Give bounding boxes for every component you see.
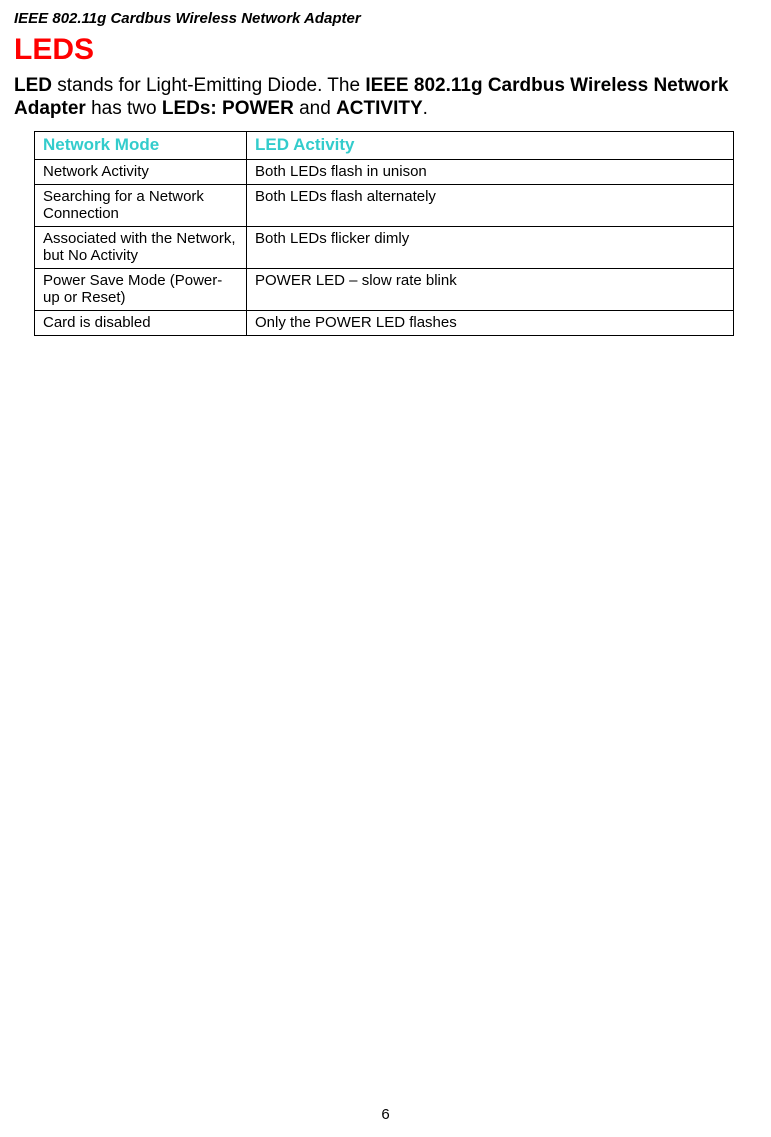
table-cell-activity: Both LEDs flash in unison bbox=[247, 159, 734, 184]
table-row: Associated with the Network, but No Acti… bbox=[35, 226, 734, 268]
table-row: Searching for a Network Connection Both … bbox=[35, 184, 734, 226]
table-row: Card is disabled Only the POWER LED flas… bbox=[35, 310, 734, 335]
table-cell-mode: Card is disabled bbox=[35, 310, 247, 335]
section-title: LEDS bbox=[14, 33, 757, 67]
intro-text-1: stands for Light-Emitting Diode. The bbox=[52, 75, 365, 96]
table-header-mode: Network Mode bbox=[35, 131, 247, 159]
table-cell-mode: Associated with the Network, but No Acti… bbox=[35, 226, 247, 268]
intro-text-4: . bbox=[423, 98, 428, 119]
table-cell-mode: Network Activity bbox=[35, 159, 247, 184]
table-header-activity: LED Activity bbox=[247, 131, 734, 159]
intro-text-2: has two bbox=[86, 98, 162, 119]
page-number: 6 bbox=[0, 1106, 771, 1123]
table-cell-mode: Power Save Mode (Power-up or Reset) bbox=[35, 268, 247, 310]
intro-bold-leds-power: LEDs: POWER bbox=[162, 98, 294, 119]
intro-bold-activity: ACTIVITY bbox=[336, 98, 423, 119]
table-cell-activity: Both LEDs flash alternately bbox=[247, 184, 734, 226]
table-header-row: Network Mode LED Activity bbox=[35, 131, 734, 159]
table-cell-mode: Searching for a Network Connection bbox=[35, 184, 247, 226]
led-table: Network Mode LED Activity Network Activi… bbox=[34, 131, 734, 336]
doc-header: IEEE 802.11g Cardbus Wireless Network Ad… bbox=[14, 10, 757, 27]
table-row: Power Save Mode (Power-up or Reset) POWE… bbox=[35, 268, 734, 310]
intro-text-3: and bbox=[294, 98, 336, 119]
intro-paragraph: LED stands for Light-Emitting Diode. The… bbox=[14, 75, 757, 121]
table-cell-activity: Only the POWER LED flashes bbox=[247, 310, 734, 335]
table-cell-activity: Both LEDs flicker dimly bbox=[247, 226, 734, 268]
table-row: Network Activity Both LEDs flash in unis… bbox=[35, 159, 734, 184]
intro-bold-led: LED bbox=[14, 75, 52, 96]
table-cell-activity: POWER LED – slow rate blink bbox=[247, 268, 734, 310]
